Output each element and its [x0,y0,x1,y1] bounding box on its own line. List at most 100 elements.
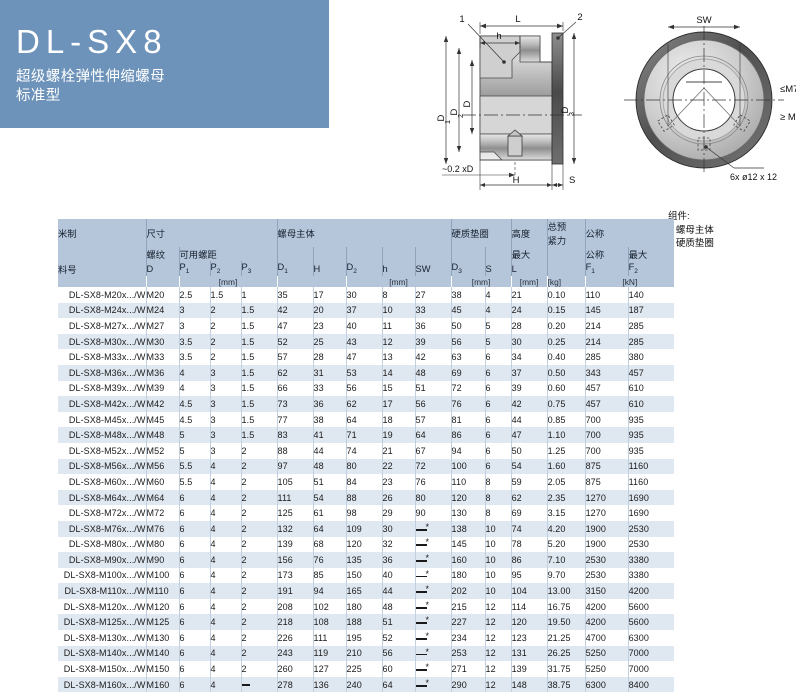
spacer-cell-3 [312,247,347,261]
cell-h: 40 [381,567,416,584]
cell-F1: 875 [584,474,629,490]
cell-D2: 53 [345,364,383,381]
group-nominal: 公称 [584,219,675,247]
unit-spacer-3 [276,276,347,287]
cell-D1: 125 [276,505,314,521]
subheader-H: H [312,261,347,276]
dim-label-D2: D [449,108,460,115]
cell-P2: 4 [209,520,241,537]
cell-D2: 240 [345,676,383,692]
cell-h: 36 [381,552,416,568]
group-preload: 总预 紧力 [546,219,586,247]
cell-D2: 71 [345,427,383,443]
table-row: DL-SX8-M45x.../W M45 4.5 3 1.5 77 38 64 18 57 81 6 4… [58,411,675,428]
cell-D1: 88 [276,442,314,459]
cell-D2: 64 [345,411,383,428]
cell-P1: 6 [178,536,210,553]
cell-L: 139 [510,661,548,677]
table-row: DL-SX8-M60x.../W M60 5.5 4 2 105 51 84 23 76 110 8 5… [58,474,675,490]
cell-S: 6 [484,458,512,475]
cell-F2: 7000 [627,661,675,677]
cell-SW: 76 [414,474,452,490]
cell-P1: 6 [178,661,210,677]
cell-P1: 5.5 [178,458,210,475]
cell-P3: 2 [240,536,278,553]
cell-S: 6 [484,349,512,365]
cell-F2: 935 [627,442,675,459]
cell-h: 19 [381,427,416,443]
cell-P2: 4 [209,552,241,568]
cell-weight: 13.00 [546,583,586,599]
subtitle-line-1: 超级螺栓弹性伸缩螺母 [16,69,165,85]
cell-SW [414,536,452,553]
cell-P1: 5 [178,427,210,443]
cell-P2: 1.5 [209,287,241,303]
cell-D: M120 [145,598,179,615]
cell-H: 48 [312,458,347,475]
cell-D1: 139 [276,536,314,553]
dash-asterisk-icon [415,678,433,690]
cell-H: 44 [312,442,347,459]
cell-SW [414,567,452,584]
cell-L: 42 [510,396,548,412]
subheader-part-no: 料号 [58,261,146,276]
cell-F1: 4200 [584,598,629,615]
cell-P2: 3 [209,396,241,412]
cell-part_no: DL-SX8-M56x.../W [58,458,146,475]
cell-F2: 380 [627,349,675,365]
cell-D1: 260 [276,661,314,677]
cell-P3: 1.5 [240,349,278,365]
cell-P2: 2 [209,318,241,334]
technical-drawings: L h H S ~0.2 xD [432,0,796,205]
cell-P2: 4 [209,536,241,553]
cell-S: 6 [484,427,512,443]
dim-label-D1-sub: 1 [443,120,452,124]
cell-S: 4 [484,302,512,319]
cell-L: 123 [510,630,548,646]
cell-D2: 225 [345,661,383,677]
cell-weight: 1.60 [546,458,586,475]
cell-L: 131 [510,645,548,662]
cell-D: M30 [145,333,179,350]
cell-D3: 76 [450,396,486,412]
subheader-F2: F2 [627,261,675,276]
cell-H: 20 [312,302,347,319]
cell-L: 78 [510,536,548,553]
cell-D3: 38 [450,287,486,303]
cell-S: 6 [484,364,512,381]
cell-D2: 56 [345,380,383,397]
legend-item-2: 2 硬质垫圈 [668,238,714,249]
cell-P1: 3.5 [178,349,210,365]
dash-asterisk-icon [415,615,433,627]
cell-SW [414,598,452,615]
group-preload-line2: 紧力 [547,236,567,246]
cell-P2: 4 [209,614,241,631]
cell-S: 10 [484,552,512,568]
cell-part_no: DL-SX8-M72x.../W [58,505,146,521]
cell-H: 51 [312,474,347,490]
cell-SW: 33 [414,302,452,319]
table-body: DL-SX8-M20x.../W M20 2.5 1.5 1 35 17 30 8 27 38 4 21… [58,287,675,692]
cell-D3: 202 [450,583,486,599]
cell-D1: 191 [276,583,314,599]
cell-F2: 610 [627,380,675,397]
cell-P2: 2 [209,333,241,350]
cell-part_no: DL-SX8-M20x.../W [58,287,146,303]
cell-D2: 30 [345,287,383,303]
cell-P3: 2 [240,442,278,459]
spacer-cell-10 [546,261,586,276]
cell-D: M76 [145,520,179,537]
cell-P3: 2 [240,630,278,646]
group-dimensions: 尺寸 [145,219,278,247]
cell-P1: 4 [178,380,210,397]
cell-P1: 5 [178,442,210,459]
cell-D2: 188 [345,614,383,631]
cell-F2: 1160 [627,474,675,490]
table-row: DL-SX8-M48x.../W M48 5 3 1.5 83 41 71 19 64 86 6 47 1… [58,427,675,443]
cell-F1: 6300 [584,676,629,692]
cell-F1: 2530 [584,552,629,568]
cell-weight: 26.25 [546,645,586,662]
spacer-cell-2 [276,247,314,261]
cell-weight: 21.25 [546,630,586,646]
cell-h: 18 [381,411,416,428]
